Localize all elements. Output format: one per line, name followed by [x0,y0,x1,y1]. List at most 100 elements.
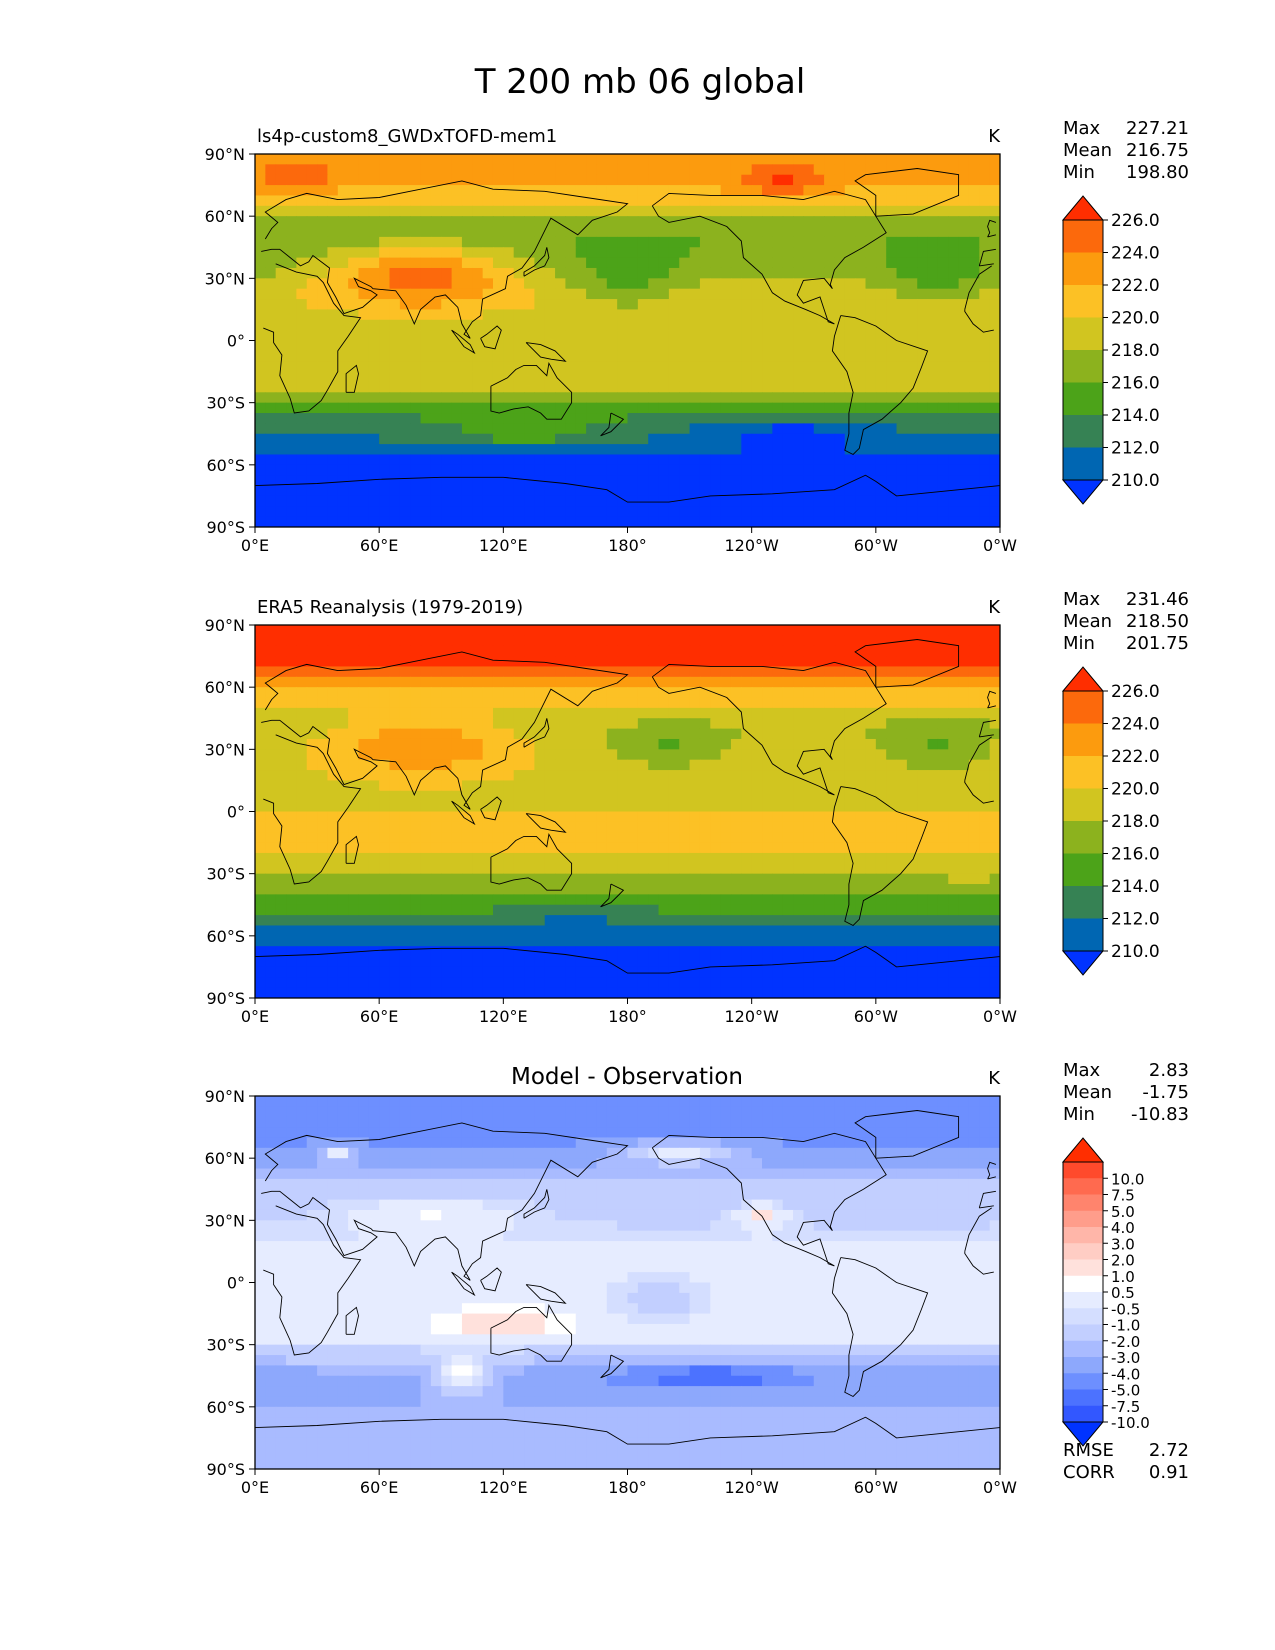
field-cell [751,697,763,709]
field-cell [379,884,391,895]
field-cell [824,392,836,404]
field-cell [451,278,463,290]
field-cell [534,801,546,813]
field-cell [741,350,753,362]
field-cell [441,821,453,833]
field-cell [513,340,525,352]
field-cell [461,392,473,404]
field-cell [855,656,867,668]
field-cell [544,402,556,414]
field-cell [524,790,535,802]
field-cell [793,884,805,895]
field-cell [306,485,318,497]
field-cell [813,718,825,730]
field-cell [720,226,732,238]
field-cell [637,361,649,373]
field-cell [896,185,908,197]
field-cell [317,925,329,937]
field-cell [813,371,825,383]
field-cell [555,371,567,383]
field-cell [875,247,887,259]
field-cell [668,350,680,362]
field-cell [420,423,432,435]
field-cell [379,645,391,657]
field-cell [461,842,473,854]
field-cell [441,381,453,393]
field-cell [762,236,773,248]
field-cell [410,894,422,906]
field-cell [627,625,639,636]
field-cell [668,185,680,197]
field-cell [492,852,504,864]
field-cell [906,444,918,456]
field-cell [958,205,970,217]
field-cell [875,915,887,927]
field-cell [327,288,339,300]
field-cell [855,444,867,456]
field-cell [834,904,846,916]
field-cell [948,718,960,730]
field-cell [368,350,380,362]
field-cell [420,656,432,668]
field-cell [813,216,825,228]
field-cell [989,371,1000,383]
field-cell [875,842,887,854]
field-cell [503,801,515,813]
field-cell [917,635,929,647]
field-cell [637,216,649,228]
field-cell [565,738,577,750]
field-cell [813,935,825,947]
field-cell [420,485,432,497]
field-cell [472,946,484,958]
field-cell [762,185,773,197]
field-cell [482,697,494,709]
field-cell [917,278,929,290]
field-cell [917,749,929,761]
field-cell [482,728,494,740]
field-cell [627,718,639,730]
field-cell [699,330,711,342]
field-cell [917,873,929,885]
field-cell [855,309,867,321]
coastline-namerica [651,190,887,325]
field-cell [606,413,618,424]
field-cell [358,216,370,228]
field-cell [875,464,887,476]
field-cell [503,413,515,424]
field-cell [927,340,939,352]
field-cell [503,361,515,373]
field-cell [544,946,556,958]
field-cell [927,728,939,740]
field-cell [948,687,960,699]
field-cell [358,707,370,719]
field-cell [327,801,339,813]
field-cell [524,832,535,844]
field-cell [358,645,370,657]
field-cell [865,330,877,342]
field-cell [803,174,815,186]
field-cell [772,205,784,217]
field-cell [617,770,629,782]
field-cell [368,884,380,895]
field-cell [658,645,670,657]
field-cell [575,676,587,688]
field-cell [451,780,463,792]
field-cell [720,444,732,456]
field-cell [399,790,411,802]
field-cell [555,915,567,927]
field-cell [793,299,805,311]
field-cell [430,433,442,445]
field-cell [896,288,908,300]
field-cell [617,635,629,647]
field-cell [648,185,660,197]
field-cell [255,925,266,937]
field-cell [492,790,504,802]
field-cell [834,894,846,906]
field-cell [368,656,380,668]
field-cell [968,801,980,813]
field-cell [865,770,877,782]
field-cell [575,485,587,497]
field-cell [658,915,670,927]
field-cell [337,635,349,647]
field-cell [430,904,442,916]
